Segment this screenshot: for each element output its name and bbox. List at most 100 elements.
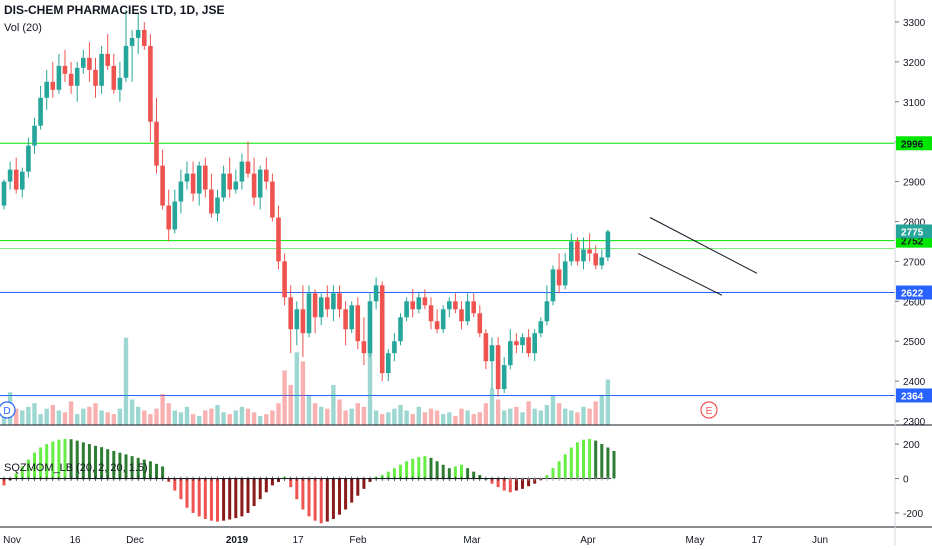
squeeze-dot: + [38, 474, 43, 484]
momentum-bar [63, 438, 67, 479]
y-tick-label: 3200 [903, 58, 926, 69]
x-tick-label: 17 [292, 535, 304, 546]
momentum-histogram: + + + + + + + + + + + + + + + + + + + + + + + + + + + + + + + + + + + + + + + +… [0, 438, 616, 524]
momentum-bar [582, 439, 585, 479]
candle-body [581, 249, 586, 262]
candle-body [7, 169, 13, 182]
y-tick-label: 2600 [903, 297, 926, 308]
volume-bar [343, 410, 348, 425]
squeeze-dot: + [514, 474, 519, 484]
volume-bars [1, 337, 611, 425]
squeeze-dot: + [447, 474, 452, 484]
candle-body [312, 293, 318, 318]
squeeze-dot: + [526, 474, 531, 484]
candle-body [459, 309, 464, 322]
volume-bar [270, 410, 275, 425]
y-tick-label: 2300 [903, 417, 926, 428]
y-tick-label: 2400 [903, 377, 926, 388]
volume-bar [172, 410, 177, 425]
momentum-bar [313, 478, 317, 521]
squeeze-dot: + [184, 474, 189, 484]
momentum-bar [472, 471, 476, 479]
squeeze-dot: + [343, 474, 348, 484]
volume-bar [453, 415, 458, 425]
x-tick-label: May [686, 535, 705, 546]
volume-bar [380, 414, 385, 425]
candle-body [288, 297, 293, 330]
momentum-bar [112, 450, 116, 479]
candle-body [440, 309, 446, 330]
momentum-bar [594, 440, 598, 479]
level-tag-2996-bg [896, 136, 932, 151]
candle-body [74, 67, 80, 86]
momentum-bar [521, 478, 524, 489]
squeeze-dot: + [99, 474, 104, 484]
momentum-bar [161, 466, 165, 479]
candle-body [87, 57, 92, 70]
candle-body [392, 341, 397, 354]
volume-bar [81, 408, 86, 425]
candle-body [209, 189, 214, 214]
squeeze-dot: + [392, 474, 397, 484]
volume-bar [404, 410, 409, 425]
volume-bar [44, 408, 49, 425]
last-price-tag-text: 2775 [901, 227, 924, 238]
candle-body [593, 253, 598, 266]
momentum-bar [496, 478, 500, 488]
squeeze-dot: + [160, 474, 165, 484]
candle-body [514, 341, 519, 346]
volume-bar [245, 408, 251, 425]
momentum-bar [514, 478, 518, 491]
volume-bar [434, 410, 440, 425]
candle-body [68, 73, 74, 86]
momentum-bar [75, 440, 79, 479]
momentum-bar [69, 439, 73, 479]
momentum-bar [380, 475, 384, 479]
squeeze-dot: + [75, 474, 80, 484]
momentum-bar [106, 449, 110, 479]
squeeze-dot: + [26, 474, 31, 484]
squeeze-dot: + [410, 474, 415, 484]
candle-body [404, 301, 409, 318]
momentum-bar [399, 464, 402, 479]
momentum-bar [441, 464, 445, 479]
momentum-bar [453, 466, 457, 479]
volume-bar [264, 414, 269, 425]
candle-body [367, 301, 373, 354]
earnings-marker-label: E [706, 406, 713, 417]
volume-bar [38, 414, 43, 425]
squeeze-dot: + [233, 474, 238, 484]
squeeze-dot: + [502, 474, 507, 484]
squeeze-dot: + [172, 474, 177, 484]
squeeze-dot: + [136, 474, 141, 484]
candle-body [56, 65, 62, 90]
candle-body [166, 205, 171, 230]
momentum-bar [87, 444, 91, 479]
candle-body [1, 181, 7, 206]
candle-body [38, 97, 43, 126]
momentum-bar [57, 439, 61, 479]
volume-bar [221, 412, 226, 425]
squeeze-dot: + [190, 474, 195, 484]
candle-body [447, 301, 452, 310]
momentum-bar [20, 466, 24, 479]
candle-body [184, 173, 190, 182]
squeeze-dot: + [331, 474, 336, 484]
squeeze-dot: + [117, 474, 122, 484]
x-tick-label: Dec [126, 535, 144, 546]
volume-bar [300, 361, 306, 425]
squeeze-dot: + [197, 474, 202, 484]
volume-bar [325, 408, 330, 425]
volume-bar [123, 337, 129, 425]
squeeze-dot: + [276, 474, 281, 484]
momentum-bar [490, 478, 494, 484]
volume-bar [319, 406, 324, 425]
momentum-bar [411, 458, 415, 479]
squeeze-dot: + [453, 474, 458, 484]
candle-body [239, 161, 245, 182]
momentum-bar [252, 478, 256, 507]
momentum-bar [136, 457, 140, 479]
level-tag-2364-text: 2364 [901, 391, 924, 402]
